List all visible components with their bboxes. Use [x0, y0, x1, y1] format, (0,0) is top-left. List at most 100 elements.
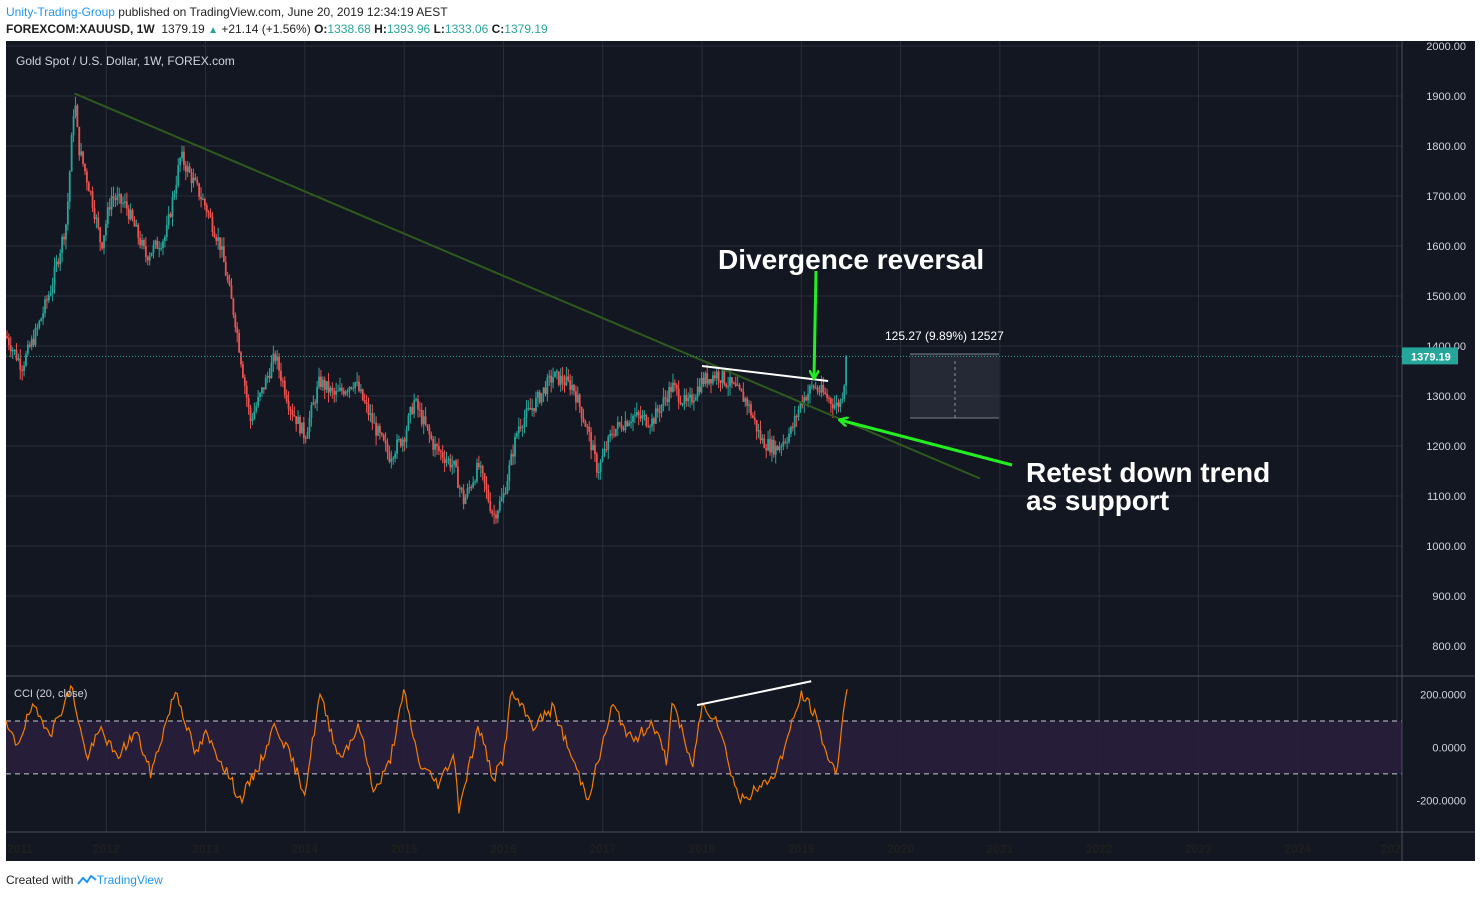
candle-body — [221, 246, 223, 250]
candle-body — [53, 266, 56, 286]
candle-body — [588, 426, 591, 432]
candle-body — [626, 421, 629, 426]
candle-body — [358, 381, 360, 392]
candle-body — [131, 209, 134, 220]
candle-body — [224, 262, 227, 276]
annotation-arrow-down — [814, 270, 816, 378]
candle-body — [434, 444, 436, 450]
price-axis[interactable] — [1402, 41, 1475, 861]
candle-body — [249, 407, 252, 421]
candle-body — [97, 217, 100, 228]
candle-body — [582, 418, 585, 422]
candle-body — [184, 164, 187, 172]
candle-body — [818, 391, 821, 393]
candle-body — [242, 364, 244, 378]
candle-body — [144, 245, 147, 257]
candle-body — [514, 436, 516, 457]
candle-body — [188, 166, 191, 173]
candle-body — [810, 385, 813, 387]
candle-body — [449, 458, 452, 468]
candle-body — [196, 179, 199, 184]
candle-body — [715, 371, 718, 379]
candle-body — [171, 196, 174, 217]
time-tick-label: 2012 — [93, 842, 120, 856]
candle-body — [143, 239, 145, 246]
candle-body — [215, 237, 218, 241]
candle-body — [763, 438, 766, 449]
price-tick-label: 1000.00 — [1426, 541, 1466, 553]
candle-body — [831, 404, 834, 409]
candle-body — [828, 397, 830, 399]
candle-body — [93, 207, 96, 219]
candle-body — [516, 433, 518, 437]
price-tick-label: 2000.00 — [1426, 41, 1466, 53]
candle-body — [163, 237, 166, 242]
candle-body — [68, 171, 71, 202]
candle-body — [232, 298, 235, 315]
candle-body — [331, 387, 334, 391]
candle-body — [25, 353, 27, 366]
time-tick-label: 2020 — [887, 842, 914, 856]
candle-body — [32, 338, 35, 345]
candle-body — [106, 207, 109, 224]
candle-body — [496, 510, 499, 519]
candle-body — [386, 443, 389, 453]
candle-body — [725, 384, 728, 387]
candle-body — [641, 415, 644, 419]
candle-body — [784, 441, 787, 443]
price-tick-label: 800.00 — [1432, 641, 1466, 653]
candle-body — [190, 172, 193, 184]
candle-body — [124, 201, 126, 204]
candle-body — [829, 398, 832, 405]
candle-body — [365, 402, 368, 405]
candle-body — [76, 105, 79, 127]
candle-body — [369, 413, 372, 415]
time-axis-ticks[interactable]: 2011 2012 2013 2014 2015 2016 2017 2018 2019 2020… — [7, 842, 1401, 856]
candle-body — [333, 390, 336, 395]
candle-body — [668, 386, 671, 403]
candle-body — [276, 356, 279, 361]
candle-body — [396, 439, 398, 454]
candle-body — [797, 409, 800, 418]
candle-body — [772, 439, 775, 455]
candle-body — [80, 151, 83, 156]
candle-body — [843, 385, 846, 399]
candle-body — [713, 375, 716, 379]
candle-body — [645, 415, 648, 426]
tradingview-link[interactable]: TradingView — [96, 873, 163, 887]
candle-body — [278, 356, 280, 371]
candle-body — [599, 461, 602, 472]
candle-body — [757, 430, 760, 432]
price-tick-label: 1800.00 — [1426, 141, 1466, 153]
candle-body — [453, 460, 456, 465]
author-link[interactable]: Unity-Trading-Group — [6, 5, 115, 19]
candle-body — [78, 126, 81, 156]
price-divergence-line[interactable] — [701, 365, 829, 382]
candle-body — [809, 385, 811, 394]
candle-body — [42, 313, 45, 319]
candle-body — [803, 396, 806, 405]
candle-body — [177, 165, 180, 185]
time-tick-label: 2016 — [490, 842, 517, 856]
cci-divergence-line[interactable] — [696, 680, 812, 707]
candle-body — [750, 404, 752, 416]
candle-body — [198, 183, 201, 197]
cci-line — [5, 684, 848, 814]
candle-body — [536, 392, 539, 398]
candle-body — [354, 382, 357, 389]
candle-body — [751, 415, 754, 418]
candle-body — [635, 412, 638, 416]
candle-body — [202, 199, 204, 201]
candle-body — [160, 247, 162, 249]
candle-body — [649, 426, 652, 428]
candle-body — [9, 345, 12, 352]
candle-body — [152, 244, 155, 253]
candle-body — [238, 332, 241, 353]
candle-body — [405, 429, 408, 442]
candle-body — [592, 444, 594, 451]
downtrend-line[interactable] — [74, 92, 981, 480]
candle-body — [439, 450, 442, 452]
candle-body — [63, 236, 65, 240]
candle-body — [651, 418, 653, 427]
